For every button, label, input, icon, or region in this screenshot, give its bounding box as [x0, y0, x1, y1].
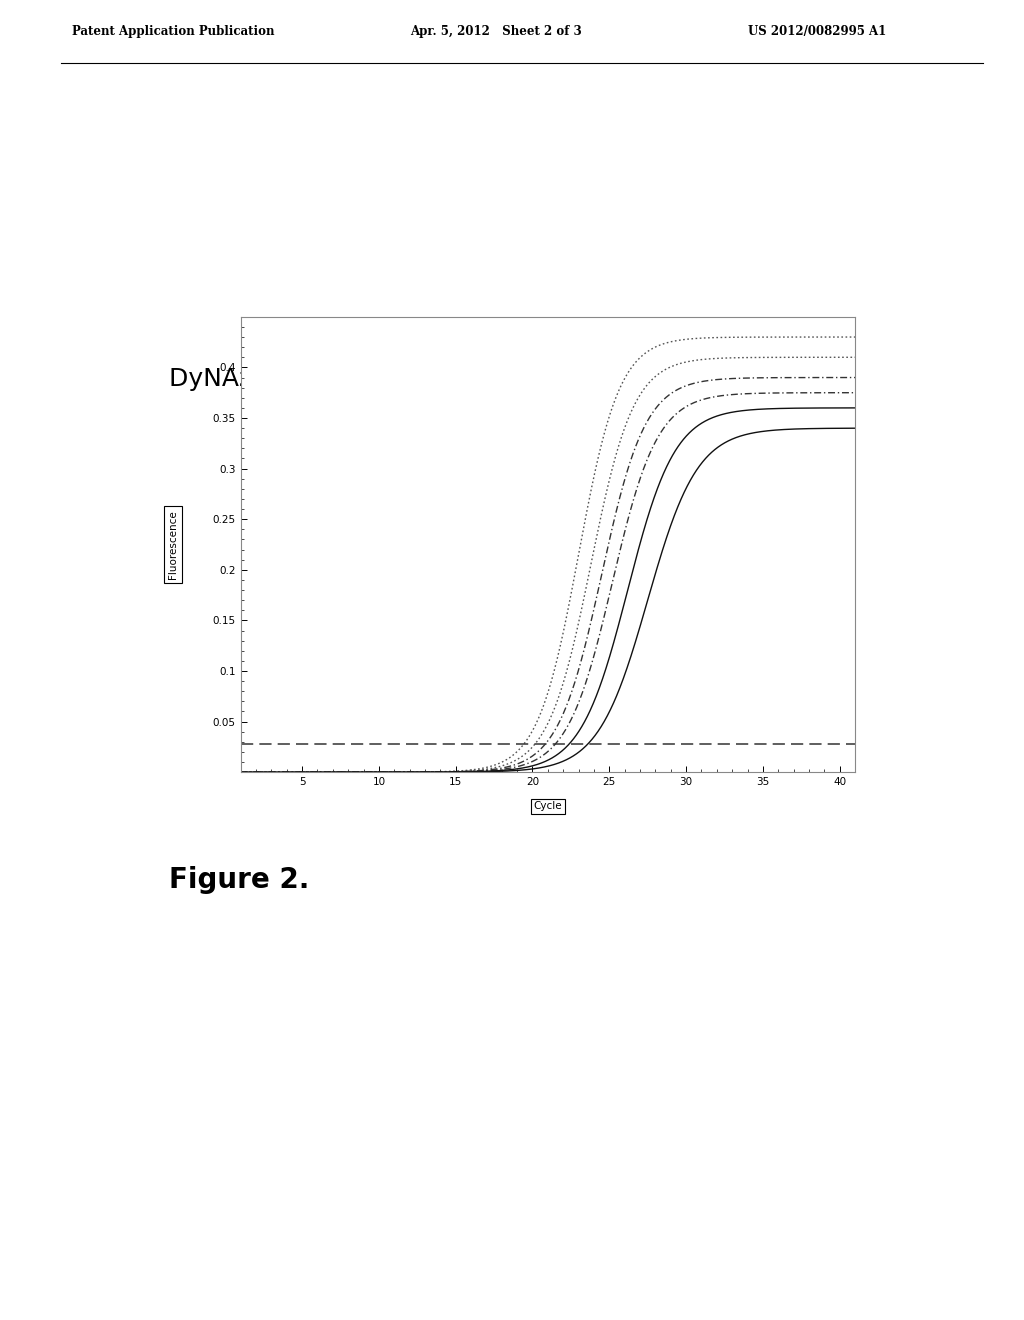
Text: Cycle: Cycle — [534, 801, 562, 812]
Text: Figure 2.: Figure 2. — [169, 866, 309, 895]
Text: Patent Application Publication: Patent Application Publication — [72, 25, 274, 38]
Text: DyNAzyme II: DyNAzyme II — [169, 367, 330, 392]
Text: Apr. 5, 2012   Sheet 2 of 3: Apr. 5, 2012 Sheet 2 of 3 — [410, 25, 582, 38]
Text: US 2012/0082995 A1: US 2012/0082995 A1 — [748, 25, 886, 38]
Text: Fluorescence: Fluorescence — [168, 510, 178, 579]
